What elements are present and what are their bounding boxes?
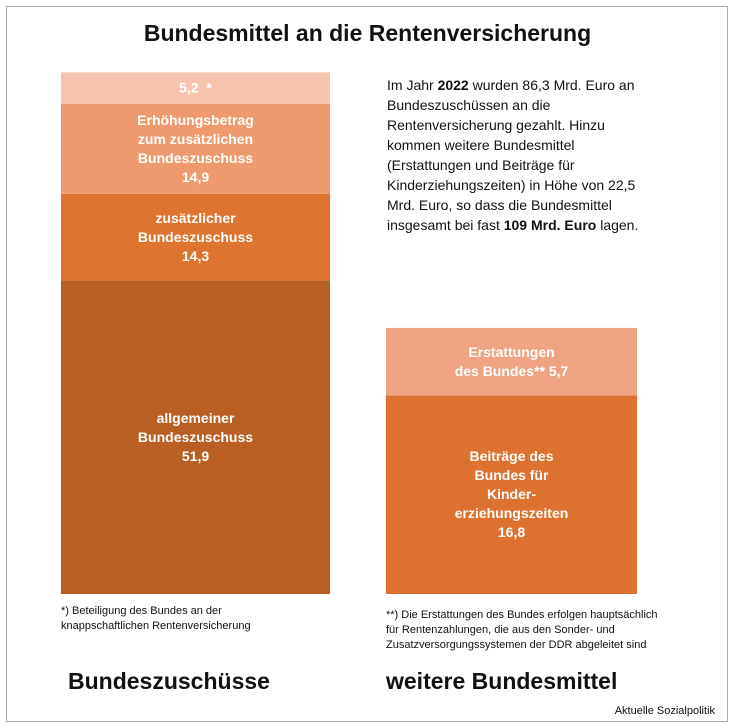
bar-segment [61,72,330,104]
segment-label: allgemeiner Bundeszuschuss 51,9 [61,280,330,594]
source: Aktuelle Sozialpolitik [614,705,715,717]
segment-value: 14,9 [181,168,210,185]
footnote: **) Die Erstattungen des Bundes erfolgen… [386,609,658,651]
segment-label-inner: Erstattungen des Bundes** 5,7 [386,343,637,381]
category-label: Bundeszuschüsse [68,668,270,694]
segment-label: 5,2 * [61,72,330,103]
segment-name: Erhöhungsbetrag zum zusätzlichen Bundesz… [137,111,254,166]
title: Bundesmittel an die Rentenversicherung [143,20,592,46]
segment-name: allgemeiner Bundeszuschuss [137,409,254,445]
segment-name: Beiträge des Bundes für Kinder- erziehun… [454,448,569,522]
bar-segment [61,103,330,194]
bar-segment [61,193,330,281]
segment-value: 5,2 [179,79,199,96]
segment-label: Beiträge des Bundes für Kinder- erziehun… [386,395,637,594]
bar-segment [386,395,637,594]
segment-value: 51,9 [181,447,210,464]
segment-label: Erstattungen des Bundes** 5,7 [386,328,637,395]
segment-value: 5,7 [548,362,569,379]
segment-name: zusätzlicher Bundeszuschuss [137,209,254,245]
annotation-bold: 109 Mrd. Euro [503,217,597,233]
segment-name: Erstattungen des Bundes** [454,343,555,379]
bar-segment [386,327,637,396]
segment-label: Erhöhungsbetrag zum zusätzlichen Bundesz… [61,104,330,194]
segment-value: 14,3 [181,247,210,264]
bar-segment [61,280,330,594]
segment-label-inner: 5,2 * [61,79,330,98]
segment-name: * [206,79,212,96]
annotation: Im Jahr 2022 wurden 86,3 Mrd. Euro an Bu… [387,75,652,235]
annotation-text: lagen. [596,217,639,233]
frame [6,6,728,722]
annotation-text: wurden 86,3 Mrd. Euro an Bundeszuschüsse… [387,77,636,233]
segment-label: zusätzlicher Bundeszuschuss 14,3 [61,194,330,280]
annotation-bold: 2022 [437,77,469,93]
segment-value: 16,8 [497,524,526,541]
category-label: weitere Bundesmittel [386,668,618,694]
annotation-text: Im Jahr [387,77,438,93]
footnote: *) Beteiligung des Bundes an der knappsc… [61,605,251,632]
